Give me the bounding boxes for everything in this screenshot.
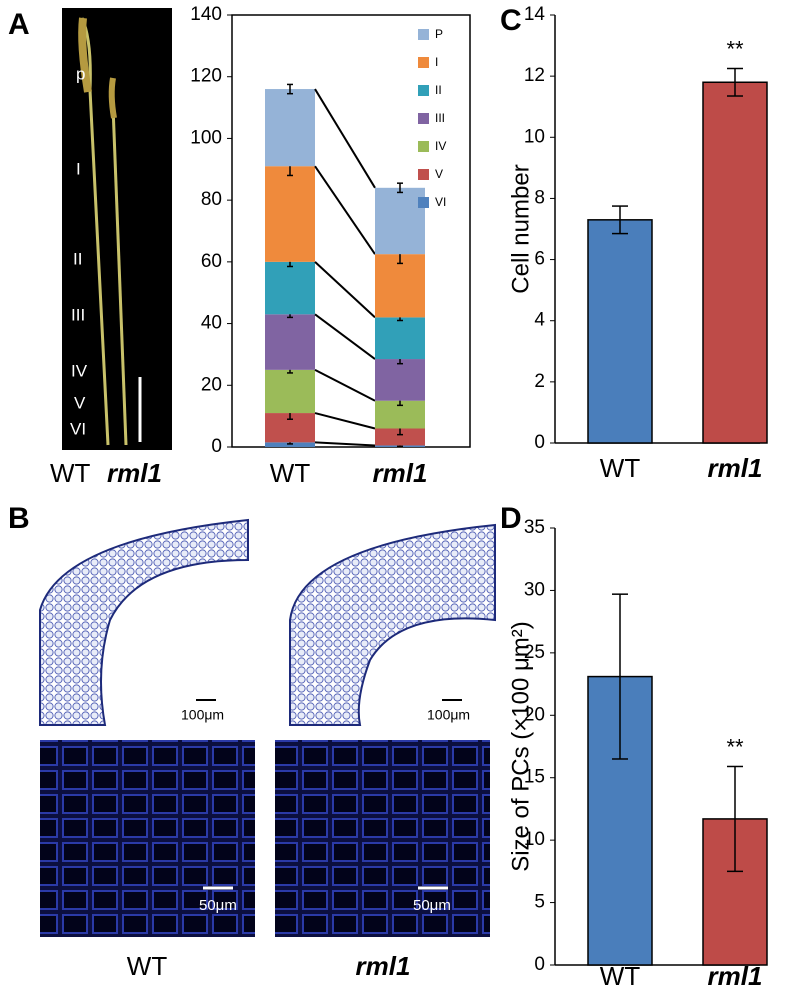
- wt-panicle: [78, 17, 92, 93]
- connector: [314, 88, 376, 189]
- rml1-fluorescence: [275, 740, 490, 937]
- y-tick-label: 25: [524, 642, 545, 663]
- connector: [314, 441, 376, 447]
- plot-frame: [231, 14, 471, 448]
- legend-swatch: [418, 169, 429, 180]
- y-tick-label: 12: [524, 65, 545, 86]
- panel-label: C: [500, 4, 522, 37]
- legend-swatch: [418, 113, 429, 124]
- legend-swatch: [418, 141, 429, 152]
- rml1-cross-section: [289, 523, 496, 726]
- bar-segment: [375, 359, 425, 401]
- genotype-label: WT: [50, 458, 91, 488]
- connector: [314, 368, 376, 402]
- y-tick-label: 120: [190, 66, 222, 87]
- internode-label: VI: [70, 419, 86, 438]
- significance: **: [726, 36, 744, 61]
- y-tick-label: 4: [534, 310, 545, 331]
- x-tick-label: WT: [600, 453, 641, 483]
- internode-label: V: [74, 393, 86, 412]
- legend-swatch: [418, 197, 429, 208]
- legend-label: II: [435, 83, 442, 97]
- y-tick-label: 10: [524, 126, 545, 147]
- bar-segment: [265, 369, 315, 414]
- y-tick-label: 100: [190, 127, 222, 148]
- y-tick-label: 5: [534, 892, 545, 913]
- y-axis-label: Cell number: [507, 164, 534, 293]
- panel-label: B: [8, 502, 30, 535]
- y-tick-label: 14: [524, 4, 546, 25]
- internode-label: p: [76, 64, 85, 83]
- x-tick-label: rml1: [708, 453, 763, 483]
- y-tick-label: 35: [524, 517, 545, 538]
- wt-fluorescence: [40, 740, 255, 937]
- connector: [314, 165, 376, 255]
- x-tick-label: rml1: [373, 458, 428, 488]
- y-tick-label: 0: [211, 436, 222, 457]
- y-axis-label: Size of PCs (×100 μm²): [507, 621, 534, 872]
- bar-segment: [265, 89, 315, 167]
- y-tick-label: 15: [524, 767, 545, 788]
- internode-label: II: [73, 249, 82, 268]
- bar-segment: [265, 261, 315, 315]
- legend-swatch: [418, 57, 429, 68]
- legend-label: VI: [435, 195, 446, 209]
- connector: [314, 261, 376, 319]
- x-tick-label: WT: [600, 961, 641, 991]
- rml1-stem: [110, 79, 128, 446]
- genotype-label: rml1: [356, 951, 411, 981]
- internode-label: I: [76, 159, 81, 178]
- x-tick-label: rml1: [708, 961, 763, 991]
- y-tick-label: 30: [524, 579, 545, 600]
- y-tick-label: 0: [534, 954, 545, 975]
- x-tick-label: WT: [270, 458, 311, 488]
- y-tick-label: 140: [190, 4, 222, 25]
- connector: [314, 313, 376, 360]
- y-tick-label: 40: [201, 313, 222, 334]
- scale-label: 50μm: [199, 897, 237, 914]
- panel-label: D: [500, 502, 522, 535]
- genotype-label: WT: [127, 951, 168, 981]
- y-tick-label: 10: [524, 829, 545, 850]
- rml1-panicle: [108, 77, 117, 119]
- y-tick-label: 20: [524, 704, 545, 725]
- scale-label: 50μm: [413, 897, 451, 914]
- bar-segment: [375, 254, 425, 318]
- panel-label: A: [8, 8, 30, 41]
- internode-label: III: [71, 305, 85, 324]
- significance: **: [726, 734, 744, 759]
- y-tick-label: 2: [534, 371, 545, 392]
- connector: [314, 412, 376, 430]
- y-tick-label: 8: [534, 187, 545, 208]
- internode-labels: p I II III IV V VI: [70, 64, 88, 438]
- wt-cross-section: [39, 518, 249, 726]
- y-tick-label: 6: [534, 249, 545, 270]
- internode-label: IV: [71, 361, 88, 380]
- scale-label: 100μm: [181, 707, 224, 723]
- scale-label: 100μm: [427, 707, 470, 723]
- y-tick-label: 20: [201, 374, 222, 395]
- legend-swatch: [418, 85, 429, 96]
- genotype-label: rml1: [107, 458, 162, 488]
- legend-label: IV: [435, 139, 446, 153]
- bar-segment: [265, 442, 315, 447]
- bar-segment: [265, 166, 315, 262]
- legend-label: V: [435, 167, 443, 181]
- bar-segment: [375, 428, 425, 446]
- y-tick-label: 60: [201, 251, 222, 272]
- legend-label: III: [435, 111, 445, 125]
- bar-segment: [375, 187, 425, 255]
- legend-swatch: [418, 29, 429, 40]
- bar: [702, 81, 768, 444]
- legend-label: P: [435, 27, 443, 41]
- bar: [587, 219, 653, 444]
- bar-segment: [375, 317, 425, 360]
- y-tick-label: 80: [201, 189, 222, 210]
- legend-label: I: [435, 55, 438, 69]
- y-tick-label: 0: [534, 432, 545, 453]
- bar-segment: [265, 314, 315, 370]
